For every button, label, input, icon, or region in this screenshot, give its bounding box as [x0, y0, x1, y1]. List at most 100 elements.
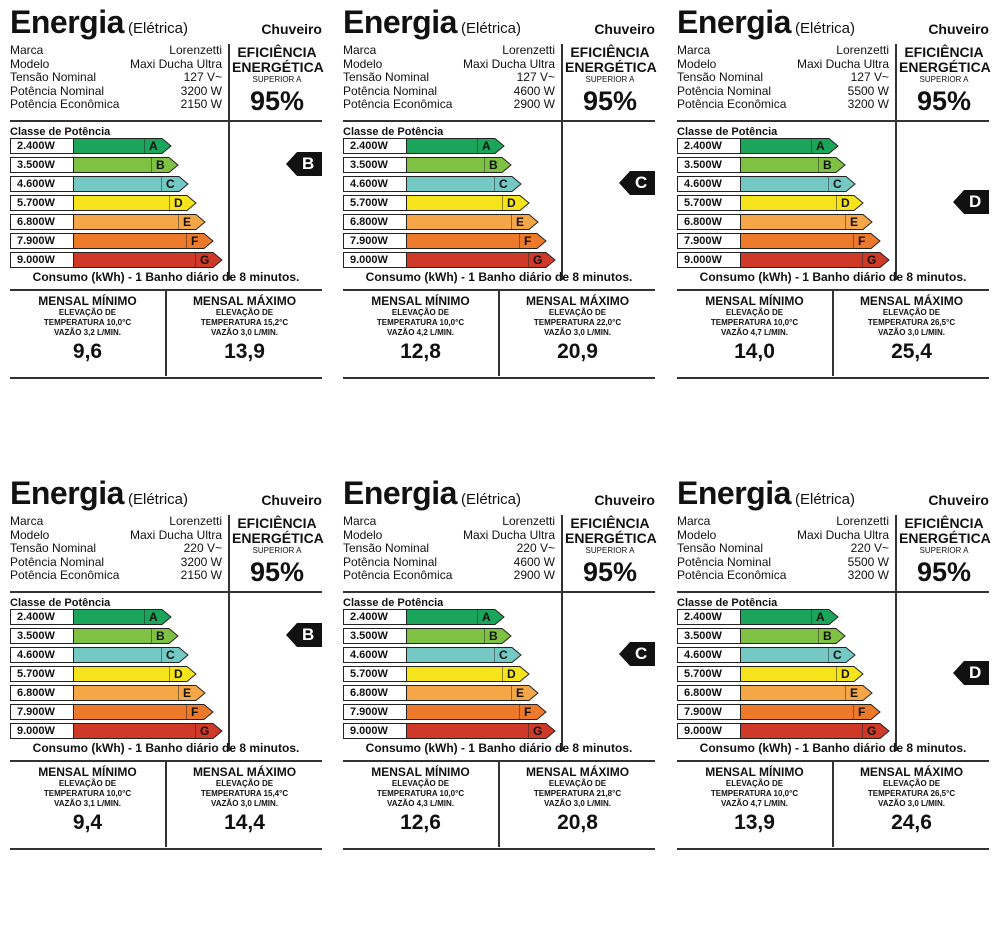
spec-value: 127 V~: [516, 70, 555, 84]
power-class-bar: 5.700W D: [10, 666, 210, 682]
efficiency-l1: EFICIÊNCIA: [570, 515, 650, 531]
energy-label: Energia (Elétrica) Chuveiro Marca Lorenzetti…: [343, 475, 657, 859]
class-arrow: [836, 666, 864, 682]
power-class-label: 5.700W: [343, 195, 413, 211]
consumption-title: Consumo (kWh) - 1 Banho diário de 8 minu…: [699, 741, 967, 755]
class-marker-arrow: [953, 190, 989, 214]
consumption-min: MENSAL MÍNIMO ELEVAÇÃO DE TEMPERATURA 10,0…: [343, 295, 498, 364]
divider: [228, 44, 230, 280]
power-class-title: Classe de Potência: [343, 126, 444, 138]
power-class-color: [406, 704, 520, 720]
power-class-bar: 3.500W B: [343, 628, 543, 644]
efficiency-l3: SUPERIOR A: [252, 546, 302, 555]
spec-row: Potência Nominal 4600 W: [343, 83, 555, 99]
spec-value: 220 V~: [850, 541, 889, 555]
consumption-title: Consumo (kWh) - 1 Banho diário de 8 minu…: [32, 270, 300, 284]
power-class-label: 5.700W: [677, 195, 747, 211]
power-class-label: 5.700W: [677, 666, 747, 682]
consumption-max-title: MENSAL MÁXIMO: [859, 294, 964, 308]
consumption-title: Consumo (kWh) - 1 Banho diário de 8 minu…: [32, 741, 300, 755]
class-letter: G: [533, 253, 543, 267]
power-class-label: 9.000W: [10, 252, 80, 268]
spec-row: Potência Nominal 3200 W: [10, 555, 222, 570]
spec-value: Maxi Ducha Ultra: [462, 527, 555, 542]
class-arrow: [828, 176, 856, 192]
spec-value: 3200 W: [180, 83, 222, 98]
efficiency-l3: SUPERIOR A: [585, 546, 635, 555]
power-class-bar: 9.000W G: [677, 252, 890, 268]
divider: [343, 848, 655, 850]
temperature-text: TEMPERATURA 26,5°C: [867, 318, 956, 327]
temperature-text: TEMPERATURA 22,0°C: [533, 318, 622, 327]
consumption-min: MENSAL MÍNIMO ELEVAÇÃO DE TEMPERATURA 10,0…: [677, 766, 832, 835]
divider: [677, 848, 989, 850]
consumption-value: 24,6: [891, 811, 932, 834]
power-class-color: [73, 685, 179, 701]
label-subtitle: (Elétrica): [795, 20, 856, 37]
divider: [677, 377, 989, 379]
power-class-bar: 3.500W B: [10, 157, 210, 173]
efficiency-l2: ENERGÉTICA: [565, 59, 657, 75]
class-letter: E: [850, 686, 859, 700]
divider: [561, 515, 563, 751]
elevation-label: ELEVAÇÃO DE: [725, 308, 784, 317]
consumption-title: Consumo (kWh) - 1 Banho diário de 8 minu…: [699, 270, 967, 284]
consumption-value: 14,0: [734, 340, 775, 363]
spec-row: Potência Econômica 2150 W: [10, 97, 222, 112]
spec-label: Tensão Nominal: [10, 541, 97, 555]
class-letter: D: [841, 667, 850, 681]
class-arrow: [161, 647, 189, 663]
power-class-label: 6.800W: [10, 214, 80, 230]
power-class-bar: 4.600W C: [343, 176, 543, 192]
class-letter: F: [191, 705, 199, 719]
spec-label: Modelo: [343, 527, 383, 542]
class-letter: E: [516, 686, 525, 700]
spec-value: 4600 W: [513, 554, 555, 569]
power-class-color: [740, 157, 819, 173]
power-class-color: [740, 609, 812, 625]
power-class-label: 2.400W: [343, 609, 413, 625]
appliance-type: Chuveiro: [594, 492, 655, 508]
label-title: Energia: [343, 475, 457, 511]
divider: [895, 44, 897, 280]
class-arrow: [818, 157, 846, 173]
power-class-bar: 7.900W F: [10, 233, 214, 249]
power-class-bar: 5.700W D: [677, 666, 877, 682]
flow-text: VAZÃO 3,0 L/MIN.: [878, 799, 945, 808]
power-class-color: [406, 685, 512, 701]
class-letter: F: [191, 234, 199, 248]
consumption-min-title: MENSAL MÍNIMO: [705, 294, 804, 308]
power-class-label: 7.900W: [10, 704, 80, 720]
spec-row: Marca Lorenzetti: [677, 43, 889, 58]
power-class-bar: 3.500W B: [677, 628, 877, 644]
spec-table: Marca Lorenzetti Modelo Maxi Ducha Ultra Ten…: [343, 514, 555, 583]
spec-value: 4600 W: [513, 83, 555, 98]
elevation-label: ELEVAÇÃO DE: [882, 779, 941, 788]
class-marker-letter: C: [635, 173, 648, 192]
class-arrow: [845, 214, 873, 230]
divider: [343, 591, 655, 593]
power-class-bar: 6.800W E: [343, 214, 543, 230]
power-class-bar: 9.000W G: [677, 723, 890, 739]
label-subtitle: (Elétrica): [461, 20, 522, 37]
power-class-color: [740, 138, 812, 154]
power-class-label: 9.000W: [10, 723, 80, 739]
power-class-bar: 7.900W F: [10, 704, 214, 720]
divider: [343, 377, 655, 379]
appliance-type: Chuveiro: [594, 21, 655, 37]
spec-label: Tensão Nominal: [677, 70, 764, 84]
power-class-bar: 2.400W A: [677, 609, 877, 625]
efficiency-l1: EFICIÊNCIA: [237, 44, 317, 60]
efficiency-l4: 95%: [916, 557, 972, 587]
class-letter: D: [507, 667, 516, 681]
power-class-bar: 9.000W G: [343, 252, 556, 268]
power-class-bar: 9.000W G: [10, 252, 223, 268]
class-letter: C: [499, 177, 508, 191]
class-marker-arrow: [619, 642, 655, 666]
power-class-title: Classe de Potência: [10, 597, 111, 609]
power-class-bar: 6.800W E: [10, 685, 210, 701]
efficiency-l4: 95%: [582, 86, 638, 116]
spec-label: Tensão Nominal: [343, 70, 430, 84]
consumption-value: 12,8: [400, 340, 441, 363]
class-letter: G: [533, 724, 543, 738]
